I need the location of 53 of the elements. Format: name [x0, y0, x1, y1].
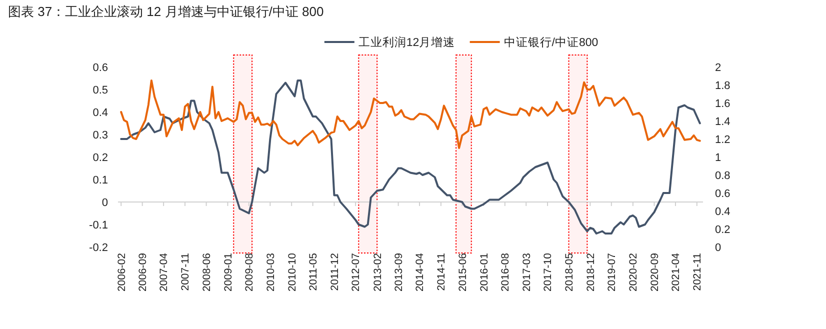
y2-tick-label: 1 [715, 152, 722, 164]
x-tick-label: 2006-02 [116, 252, 128, 292]
y-tick-label: -0.2 [89, 242, 108, 254]
y2-tick-label: 1.8 [715, 80, 730, 92]
x-tick-label: 2010-03 [264, 252, 277, 292]
x-tick-label: 2017-10 [542, 252, 554, 292]
x-tick-label: 2014-04 [414, 252, 426, 292]
line-series [120, 80, 701, 149]
legend-label: 工业利润12月增速 [358, 35, 456, 49]
y-tick-label: 0.3 [92, 129, 108, 142]
x-tick-label: 2007-11 [180, 252, 192, 291]
y-tick-label: 0.4 [92, 106, 108, 119]
x-tick-label: 2013-02 [372, 252, 384, 292]
y2-tick-label: 0.8 [715, 170, 730, 182]
x-tick-label: 2006-09 [137, 252, 149, 292]
x-tick-label: 2012-07 [350, 252, 362, 292]
x-tick-label: 2017-03 [520, 252, 533, 292]
x-tick-label: 2007-04 [158, 252, 170, 292]
x-tick-label: 2014-11 [436, 252, 448, 291]
y2-tick-label: 0.6 [715, 188, 730, 200]
chart-title: 图表 37：工业企业滚动 12 月增速与中证银行/中证 800 [8, 4, 324, 19]
x-tick-label: 2019-07 [606, 252, 618, 292]
legend-label: 中证银行/中证800 [504, 36, 598, 49]
y-tick-label: 0.2 [92, 152, 108, 164]
y-tick-label: -0.1 [89, 219, 108, 232]
x-tick-label: 2010-10 [286, 252, 298, 292]
x-tick-label: 2020-09 [648, 252, 661, 292]
x-tick-label: 2018-05 [563, 252, 576, 292]
line-series [120, 80, 701, 234]
x-tick-label: 2018-12 [584, 252, 597, 292]
x-tick-label: 2015-06 [456, 252, 469, 292]
y-tick-label: 0.6 [92, 62, 108, 74]
x-tick-label: 2020-02 [628, 252, 640, 292]
y-tick-label: 0.1 [92, 174, 108, 186]
y2-tick-label: 0.2 [715, 224, 730, 236]
y2-tick-label: 0 [715, 242, 722, 254]
y2-tick-label: 1.4 [715, 116, 730, 128]
x-tick-label: 2021-04 [670, 252, 682, 292]
y2-tick-label: 2 [715, 62, 722, 74]
x-tick-label: 2011-05 [307, 252, 320, 291]
x-tick-label: 2011-12 [328, 252, 341, 291]
x-tick-label: 2021-11 [692, 252, 704, 291]
y-tick-label: 0 [102, 196, 108, 209]
x-tick-label: 2009-01 [222, 252, 234, 292]
y-tick-label: 0.5 [92, 84, 108, 96]
x-tick-label: 2008-06 [200, 252, 213, 292]
x-tick-label: 2016-01 [478, 252, 490, 292]
x-tick-label: 2013-09 [392, 252, 405, 292]
y2-tick-label: 1.2 [715, 134, 730, 146]
y2-tick-label: 1.6 [715, 98, 730, 110]
y2-tick-label: 0.4 [715, 206, 730, 218]
x-tick-label: 2009-08 [244, 252, 256, 292]
x-tick-label: 2016-08 [500, 252, 512, 292]
